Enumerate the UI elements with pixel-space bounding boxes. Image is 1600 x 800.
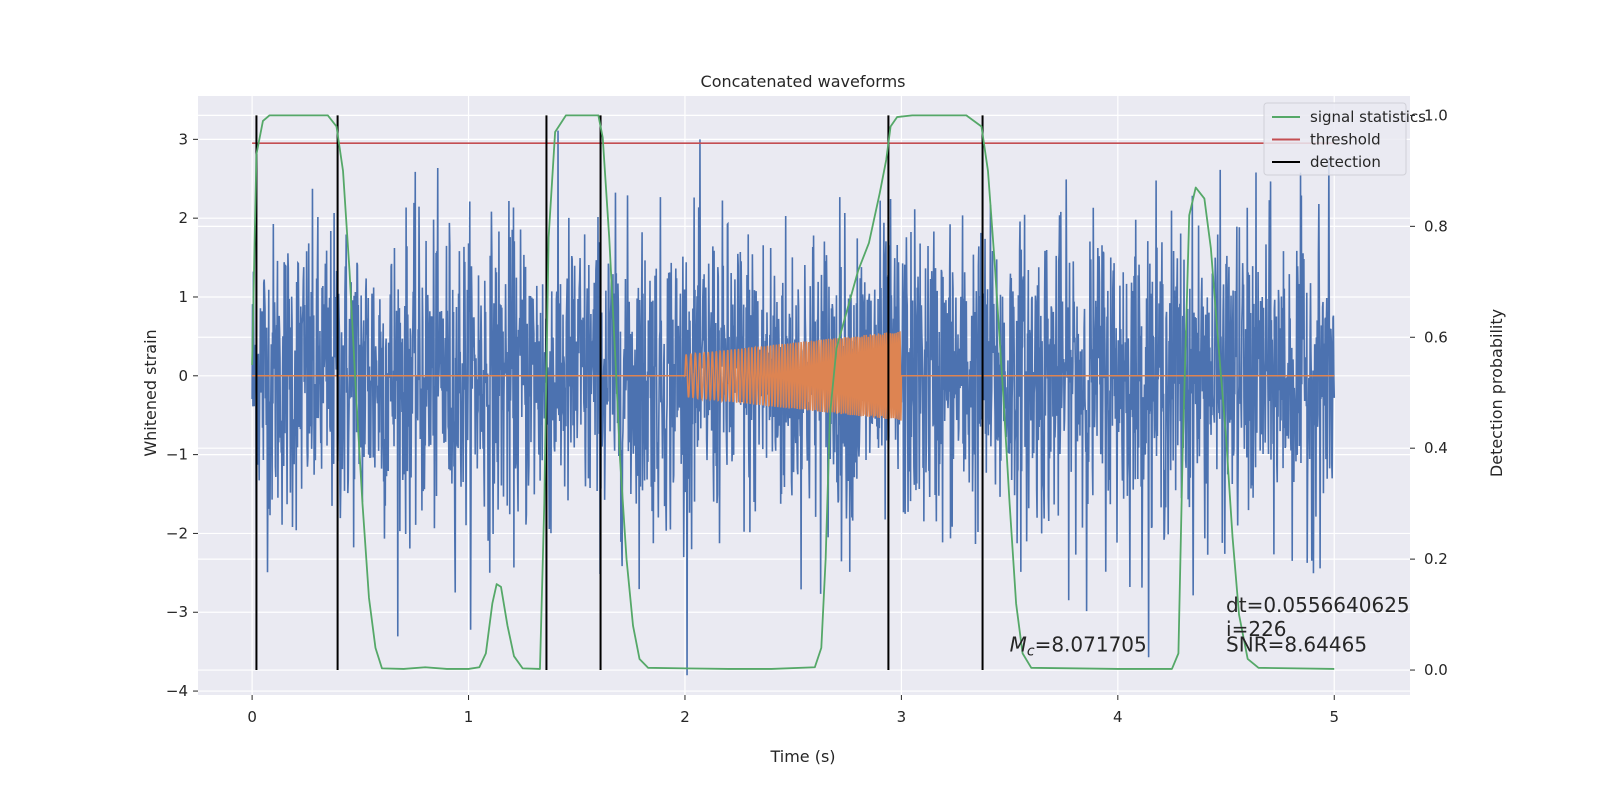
y-tick-label: 1 bbox=[178, 288, 188, 306]
axis-ticks: 0 1 2 3 4 5 3 2 1 0 −1 −2 −3 −4 1.0 0.8 0.6 0.4 0.2 0.0 bbox=[166, 106, 1448, 726]
legend: signal statistics threshold detection bbox=[1263, 102, 1426, 176]
annotation-text: SNR=8.64465 bbox=[1226, 633, 1367, 657]
y-tick-label: 2 bbox=[178, 209, 188, 227]
right-y-axis-label: Detection probability bbox=[1487, 309, 1506, 477]
x-tick-label: 4 bbox=[1113, 708, 1123, 726]
y-tick-label: −1 bbox=[166, 446, 188, 464]
template-series-line bbox=[252, 331, 1335, 421]
y2-tick-label: 0.6 bbox=[1424, 328, 1448, 346]
y-tick-label: −4 bbox=[166, 682, 188, 700]
annotation-text: dt=0.0556640625 bbox=[1226, 593, 1410, 617]
chart-title: Concatenated waveforms bbox=[701, 72, 906, 91]
annotation-subscript: c bbox=[1027, 644, 1035, 660]
annotation-text: i=226 bbox=[1226, 617, 1287, 641]
x-tick-label: 1 bbox=[464, 708, 474, 726]
y-tick-label: 3 bbox=[178, 130, 188, 148]
x-tick-label: 2 bbox=[680, 708, 690, 726]
y2-tick-label: 0.4 bbox=[1424, 439, 1448, 457]
x-tick-label: 3 bbox=[897, 708, 907, 726]
y2-tick-label: 1.0 bbox=[1424, 106, 1448, 124]
y2-tick-label: 0.2 bbox=[1424, 550, 1448, 568]
x-tick-label: 5 bbox=[1329, 708, 1339, 726]
legend-label: detection bbox=[1310, 153, 1381, 171]
signal-statistics-line bbox=[251, 114, 1335, 670]
strain-series-line bbox=[251, 130, 1336, 676]
y-axis-label: Whitened strain bbox=[141, 329, 160, 456]
y-tick-label: 0 bbox=[178, 367, 188, 385]
plot-area bbox=[251, 114, 1336, 676]
x-axis-label: Time (s) bbox=[769, 747, 835, 766]
data-clip-group bbox=[251, 114, 1336, 676]
x-tick-label: 0 bbox=[247, 708, 257, 726]
y2-tick-label: 0.8 bbox=[1424, 217, 1448, 235]
legend-label: threshold bbox=[1310, 131, 1381, 149]
legend-box bbox=[1263, 102, 1407, 176]
y-tick-label: −3 bbox=[166, 603, 188, 621]
annotation-symbol: M bbox=[1010, 633, 1027, 657]
y-tick-label: −2 bbox=[166, 524, 188, 542]
annotation-value: =8.071705 bbox=[1035, 633, 1147, 657]
annotation-text: Mc=8.071705 bbox=[1010, 633, 1147, 660]
legend-label: signal statistics bbox=[1310, 108, 1426, 126]
y2-tick-label: 0.0 bbox=[1424, 661, 1448, 679]
